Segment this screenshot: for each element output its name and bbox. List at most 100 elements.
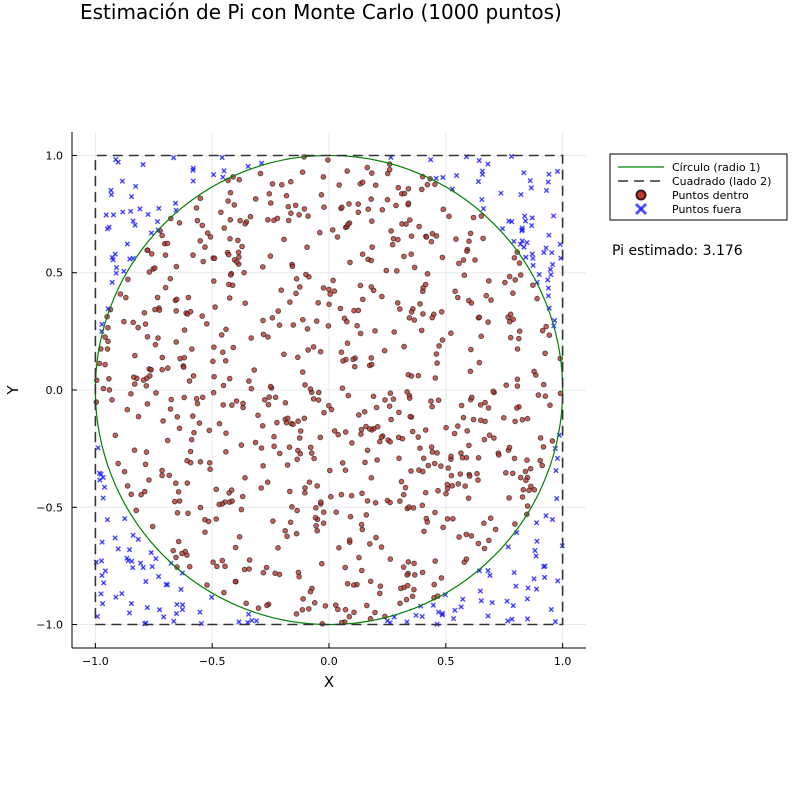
point-inside-408 <box>514 346 521 352</box>
point-inside-490 <box>165 365 171 371</box>
point-inside-176 <box>229 402 235 408</box>
point-inside-586 <box>222 358 229 364</box>
point-inside-691 <box>234 259 240 265</box>
point-outside-104 <box>190 178 196 184</box>
point-inside-445 <box>174 414 181 420</box>
point-inside-241 <box>543 323 549 330</box>
point-inside-235 <box>325 157 331 163</box>
point-inside-669 <box>355 307 362 314</box>
point-inside-703 <box>220 402 226 408</box>
point-inside-554 <box>135 413 142 420</box>
point-inside-367 <box>284 533 290 540</box>
point-inside-437 <box>470 214 477 221</box>
point-inside-278 <box>322 603 329 609</box>
point-inside-227 <box>223 326 229 333</box>
point-inside-215 <box>141 310 148 316</box>
point-inside-296 <box>409 593 416 600</box>
point-outside-146 <box>548 271 554 278</box>
point-inside-404 <box>527 465 534 472</box>
point-outside-164 <box>552 618 559 625</box>
point-inside-545 <box>461 272 468 279</box>
point-inside-428 <box>512 418 518 425</box>
point-inside-568 <box>227 217 234 223</box>
pi-estimate-annotation: Pi estimado: 3.176 <box>612 243 743 259</box>
point-inside-207 <box>387 390 394 397</box>
point-inside-605 <box>238 506 245 513</box>
point-inside-495 <box>408 373 415 379</box>
point-outside-137 <box>99 539 105 545</box>
point-inside-52 <box>211 373 217 380</box>
point-inside-717 <box>296 573 302 580</box>
point-outside-13 <box>137 560 144 566</box>
point-inside-583 <box>387 439 394 445</box>
shapes-layer <box>94 154 564 626</box>
point-inside-502 <box>387 556 394 562</box>
point-inside-549 <box>395 236 401 243</box>
point-inside-519 <box>276 571 283 578</box>
point-outside-66 <box>485 567 491 574</box>
point-inside-170 <box>469 394 475 401</box>
point-inside-596 <box>239 243 245 250</box>
point-inside-305 <box>357 282 364 289</box>
point-inside-26 <box>210 559 216 566</box>
points-inside-layer <box>93 154 564 627</box>
point-outside-23 <box>164 581 171 588</box>
point-outside-58 <box>554 168 561 175</box>
point-inside-147 <box>141 488 148 495</box>
point-inside-712 <box>389 241 396 248</box>
point-inside-161 <box>260 317 266 324</box>
point-inside-350 <box>284 462 291 468</box>
point-inside-706 <box>146 269 153 275</box>
point-inside-405 <box>390 235 397 242</box>
bounding-square <box>94 154 564 626</box>
point-inside-178 <box>159 232 165 239</box>
point-outside-127 <box>113 594 119 600</box>
point-inside-316 <box>173 480 179 487</box>
point-outside-213 <box>140 564 146 571</box>
point-inside-633 <box>397 600 403 607</box>
point-inside-164 <box>342 606 349 613</box>
point-outside-47 <box>171 618 177 624</box>
point-inside-698 <box>361 409 368 415</box>
point-inside-381 <box>403 596 410 603</box>
point-inside-362 <box>357 330 364 337</box>
point-inside-286 <box>326 301 332 308</box>
point-inside-182 <box>196 420 203 426</box>
point-inside-173 <box>274 419 280 426</box>
point-inside-675 <box>264 602 270 609</box>
point-inside-684 <box>236 534 243 540</box>
point-inside-53 <box>394 300 401 306</box>
point-inside-45 <box>133 507 139 514</box>
point-outside-132 <box>160 614 167 620</box>
point-inside-310 <box>313 523 319 529</box>
point-inside-690 <box>314 483 321 489</box>
point-inside-72 <box>364 164 371 171</box>
point-inside-705 <box>330 277 336 284</box>
point-inside-498 <box>311 455 317 462</box>
point-inside-400 <box>368 257 375 264</box>
point-inside-386 <box>320 509 327 516</box>
point-inside-563 <box>342 429 349 435</box>
point-inside-476 <box>524 503 531 509</box>
point-inside-622 <box>476 314 483 321</box>
point-outside-208 <box>508 218 515 225</box>
point-outside-24 <box>179 602 186 608</box>
point-inside-466 <box>176 498 183 504</box>
point-outside-159 <box>100 474 106 481</box>
legend-swatch-inside <box>635 189 647 201</box>
point-outside-81 <box>98 591 104 597</box>
point-outside-62 <box>518 191 524 198</box>
point-inside-83 <box>295 418 301 425</box>
point-inside-643 <box>106 387 113 393</box>
point-inside-496 <box>285 415 291 422</box>
point-inside-341 <box>369 244 376 250</box>
point-outside-75 <box>108 191 115 198</box>
point-outside-21 <box>427 156 434 163</box>
legend-swatch-outside <box>634 202 648 216</box>
point-inside-697 <box>345 221 351 228</box>
point-inside-629 <box>319 560 325 567</box>
point-inside-12 <box>166 472 173 479</box>
point-inside-303 <box>115 460 121 467</box>
point-inside-521 <box>384 170 391 177</box>
point-inside-327 <box>405 200 412 206</box>
